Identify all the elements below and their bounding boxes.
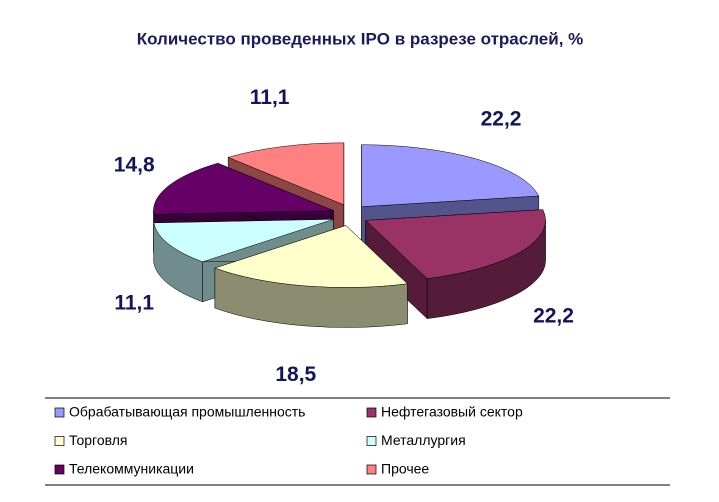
legend-label: Нефтегазовый сектор <box>381 404 523 420</box>
data-label: 18,5 <box>275 363 316 386</box>
legend-label: Обрабатывающая промышленность <box>69 404 305 420</box>
legend-swatch <box>55 408 64 417</box>
data-label: 14,8 <box>114 153 155 176</box>
legend-swatch <box>367 465 376 474</box>
data-label: 11,1 <box>250 86 290 109</box>
legend-swatch <box>55 437 64 446</box>
slice-top <box>362 145 539 207</box>
data-label: 22,2 <box>533 305 574 328</box>
legend-swatch <box>367 437 376 446</box>
data-label: 22,2 <box>481 108 522 131</box>
legend-label: Телекоммуникации <box>69 461 194 477</box>
legend-swatch <box>367 408 376 417</box>
legend-label: Металлургия <box>381 432 466 448</box>
legend-swatch <box>55 465 64 474</box>
chart-title: Количество проведенных IPO в разрезе отр… <box>137 29 584 48</box>
data-label: 11,1 <box>114 292 154 315</box>
legend-label: Прочее <box>381 461 429 477</box>
legend-label: Торговля <box>69 432 127 448</box>
